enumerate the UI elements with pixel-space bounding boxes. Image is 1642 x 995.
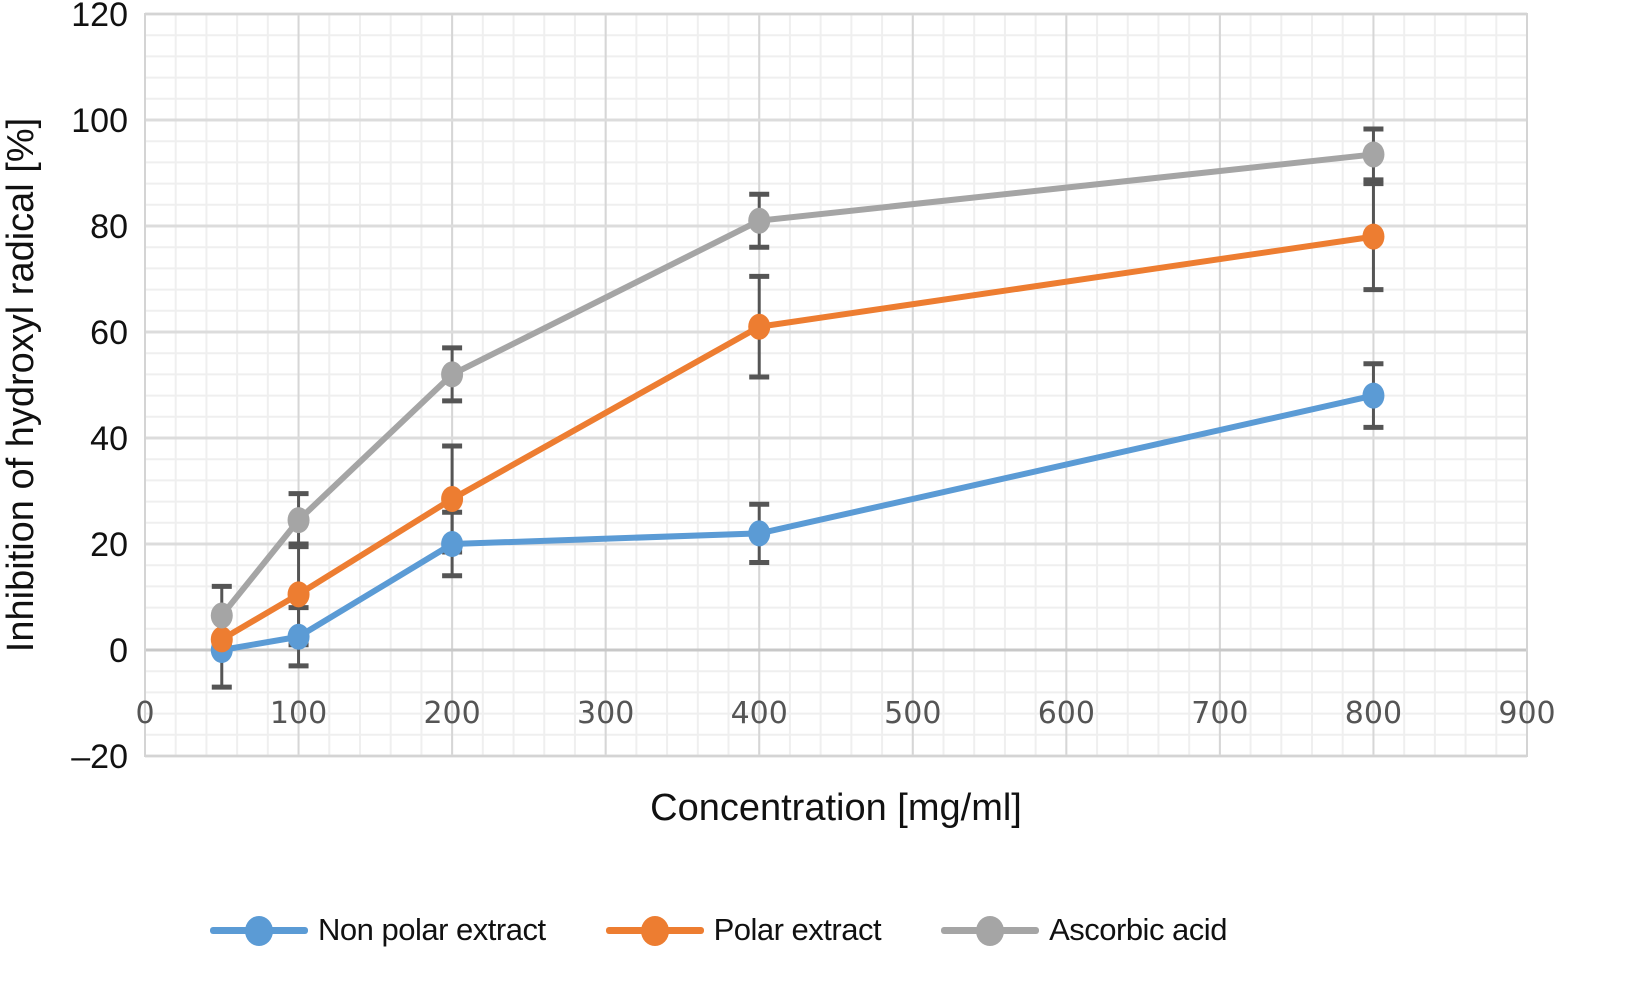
series-non-polar-extract bbox=[210, 382, 1385, 663]
x-tick-label: 800 bbox=[1345, 696, 1402, 731]
y-tick-label: 40 bbox=[90, 420, 128, 458]
legend-label: Non polar extract bbox=[318, 912, 546, 947]
y-tick-label: 120 bbox=[71, 0, 128, 34]
x-tick-label: 600 bbox=[1038, 696, 1095, 731]
y-tick-label: 80 bbox=[90, 208, 128, 246]
data-point bbox=[1362, 382, 1385, 409]
data-point bbox=[1362, 223, 1385, 250]
x-tick-label: 700 bbox=[1191, 696, 1248, 731]
x-tick-label: 0 bbox=[135, 696, 154, 731]
x-tick-label: 400 bbox=[731, 696, 788, 731]
y-tick-label: –20 bbox=[71, 738, 128, 776]
x-tick-label: 100 bbox=[270, 696, 327, 731]
legend-label: Polar extract bbox=[713, 912, 882, 947]
legend-item: Polar extract bbox=[605, 912, 882, 948]
y-tick-label: 60 bbox=[90, 314, 128, 352]
major-gridlines bbox=[144, 12, 1528, 758]
data-point bbox=[441, 531, 464, 557]
x-tick-label: 200 bbox=[423, 696, 480, 731]
series-layer bbox=[210, 126, 1385, 690]
data-point bbox=[441, 361, 464, 388]
error-bars-ascorbic-acid bbox=[211, 126, 1384, 648]
legend-item: Ascorbic acid bbox=[941, 912, 1227, 948]
x-tick-label: 900 bbox=[1498, 696, 1555, 731]
x-axis-ticks: 0 100 200 300 400 500 600 700 800 900 bbox=[135, 696, 1555, 731]
data-point bbox=[210, 602, 233, 629]
plot-area-border bbox=[144, 13, 1528, 757]
data-point bbox=[441, 485, 464, 512]
x-tick-label: 300 bbox=[577, 696, 634, 731]
data-point bbox=[748, 313, 771, 340]
series-polar-extract bbox=[210, 223, 1385, 653]
data-point bbox=[287, 507, 310, 534]
y-tick-label: 100 bbox=[71, 102, 128, 140]
legend-marker-icon bbox=[605, 913, 704, 947]
data-point bbox=[1362, 141, 1385, 168]
legend: Non polar extract Polar extract Ascorbic a… bbox=[210, 912, 1287, 948]
data-point bbox=[287, 581, 310, 608]
y-axis-title: Inhibition of hydroxyl radical [%] bbox=[0, 118, 42, 652]
legend-marker-icon bbox=[941, 913, 1040, 947]
legend-item: Non polar extract bbox=[210, 912, 546, 948]
series-ascorbic-acid bbox=[210, 141, 1385, 629]
legend-label: Ascorbic acid bbox=[1049, 912, 1227, 947]
data-point bbox=[748, 207, 771, 234]
x-axis-title: Concentration [mg/ml] bbox=[650, 787, 1022, 829]
data-point bbox=[748, 520, 771, 547]
legend-marker-icon bbox=[210, 913, 308, 947]
y-tick-label: 0 bbox=[109, 632, 128, 670]
data-point bbox=[287, 623, 310, 650]
y-tick-label: 20 bbox=[90, 526, 128, 564]
minor-gridlines bbox=[144, 13, 1528, 757]
data-point bbox=[210, 626, 233, 653]
y-axis-ticks: 120 100 80 60 40 20 0 –20 bbox=[71, 0, 128, 776]
x-tick-label: 500 bbox=[884, 696, 941, 731]
series-line-ascorbic-acid bbox=[219, 151, 1374, 618]
